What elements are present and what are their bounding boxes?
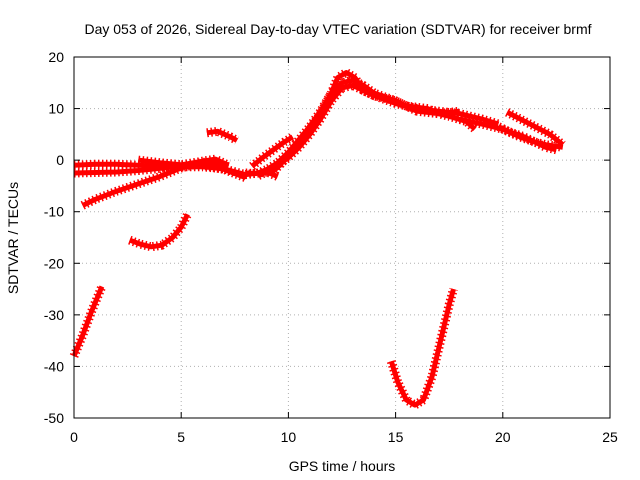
series-ticks (387, 287, 458, 410)
y-tick-label: 0 (56, 152, 64, 168)
series-arc-3 (387, 287, 458, 410)
y-tick-label: -20 (44, 255, 64, 271)
series-arc-8 (206, 126, 240, 145)
x-tick-label: 15 (388, 429, 404, 445)
series-ticks (206, 126, 240, 145)
data-series (69, 68, 566, 410)
plot-frame (73, 56, 611, 419)
series-arc-12 (249, 133, 296, 170)
axis-ticks (73, 56, 611, 419)
series-arc-2 (128, 212, 192, 252)
series-arc-1 (69, 284, 107, 358)
y-tick-label: -10 (44, 204, 64, 220)
x-tick-label: 10 (281, 429, 297, 445)
series-line (81, 159, 230, 208)
series-arc-11 (268, 68, 419, 177)
series-arc-16 (500, 125, 558, 155)
chart-title: Day 053 of 2026, Sidereal Day-to-day VTE… (84, 21, 591, 37)
series-ticks (249, 133, 296, 170)
series-line (505, 109, 565, 147)
series-arc-4 (80, 157, 230, 210)
series-ticks (69, 284, 107, 358)
series-ticks (458, 114, 504, 134)
x-tick-label: 25 (602, 429, 618, 445)
x-tick-label: 0 (70, 429, 78, 445)
series-arc-7 (137, 154, 231, 170)
x-tick-label: 20 (495, 429, 511, 445)
y-tick-label: 10 (48, 101, 64, 117)
tick-labels: 0 5 10 15 20 25 -50 -40 -30 -20 -10 0 10 20 (44, 49, 618, 445)
x-axis-label: GPS time / hours (289, 458, 396, 474)
x-tick-label: 5 (177, 429, 185, 445)
y-tick-label: -50 (44, 410, 64, 426)
series-line (269, 70, 418, 175)
series-arc-17 (458, 114, 504, 134)
grid (74, 57, 610, 418)
y-tick-label: -30 (44, 307, 64, 323)
series-ticks (500, 125, 558, 155)
y-tick-label: -40 (44, 358, 64, 374)
series-arc-14 (505, 108, 566, 149)
series-ticks (128, 212, 192, 252)
series-ticks (137, 154, 231, 170)
y-axis-label: SDTVAR / TECUs (5, 182, 21, 294)
y-tick-label: 20 (48, 49, 64, 65)
